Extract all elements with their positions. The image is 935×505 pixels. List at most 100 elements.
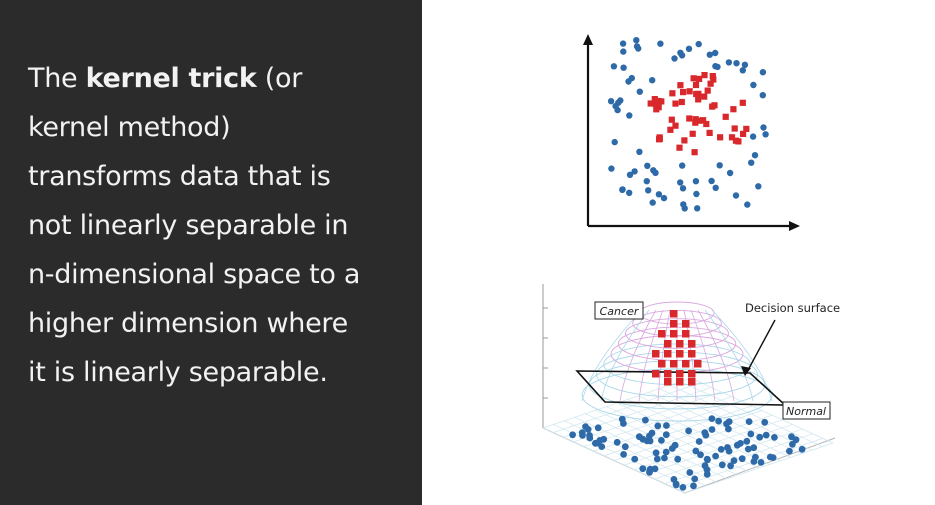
blue-point (677, 179, 684, 186)
normal-point (594, 424, 602, 432)
cancer-point (676, 370, 684, 378)
normal-point (600, 435, 608, 443)
blue-point (636, 148, 643, 155)
normal-point (652, 449, 660, 457)
red-point (672, 122, 679, 129)
blue-point (712, 63, 719, 70)
red-point (692, 81, 700, 89)
cancer-point (652, 370, 660, 378)
normal-point (730, 457, 738, 464)
bump-mesh (581, 301, 773, 422)
bump-meridian (697, 309, 735, 402)
red-point (704, 87, 711, 94)
cancer-point (676, 378, 684, 386)
normal-point (725, 447, 733, 455)
normal-point (685, 427, 692, 435)
cancer-label: Cancer (600, 305, 640, 318)
red-point (701, 93, 708, 100)
blue-point (744, 201, 751, 208)
red-point (669, 90, 676, 97)
mesh-line (690, 377, 834, 444)
normal-point (708, 415, 716, 422)
normal-point (658, 437, 665, 444)
cancer-point (664, 340, 672, 348)
blue-point (712, 49, 719, 57)
blue-point (608, 165, 615, 172)
cancer-point (658, 360, 666, 368)
bump-meridian (657, 309, 671, 402)
cancer-points-group (652, 310, 702, 386)
red-point (686, 115, 693, 122)
mesh-line (542, 427, 686, 494)
normal-point (769, 454, 777, 461)
axis-ticks (543, 307, 548, 399)
normal-point (639, 465, 647, 473)
normal-point (771, 434, 778, 441)
blue-point (716, 162, 723, 169)
red-point (728, 134, 736, 141)
normal-point (798, 445, 806, 453)
normal-point (631, 455, 639, 463)
decision-surface-diagram: Cancer Decision surface Normal (542, 284, 840, 494)
blue-point (660, 194, 668, 202)
cancer-point (670, 360, 678, 368)
red-point (647, 100, 654, 107)
normal-point (757, 459, 765, 466)
red-points-group (647, 72, 750, 156)
normal-point (663, 422, 670, 429)
axes (583, 34, 800, 231)
normal-point (620, 451, 627, 458)
text-line-2: kernel method) (28, 112, 231, 143)
y-axis-arrow-icon (583, 34, 593, 45)
normal-point (654, 422, 662, 430)
red-point (658, 98, 665, 105)
normal-point (761, 418, 769, 426)
blue-point (610, 63, 618, 70)
cancer-point (670, 330, 678, 338)
text-line-1-pre: The (28, 63, 86, 94)
red-point (717, 134, 724, 141)
cancer-point (658, 330, 666, 338)
normal-point (672, 481, 680, 489)
normal-point (745, 418, 753, 425)
normal-point (738, 455, 746, 463)
blue-point (708, 177, 715, 185)
blue-point (681, 205, 688, 212)
red-point (693, 90, 700, 98)
x-axis-arrow-icon (789, 221, 800, 231)
blue-point (725, 59, 733, 66)
normal-point (725, 418, 733, 425)
cancer-point (664, 378, 672, 386)
text-line-3: transforms data that is (28, 161, 331, 192)
normal-point (653, 455, 661, 463)
normal-point (674, 455, 682, 463)
blue-point (626, 112, 633, 119)
red-point (681, 137, 688, 144)
mesh-line (680, 381, 823, 447)
cancer-point (652, 350, 660, 358)
red-point (735, 138, 742, 145)
normal-point (679, 484, 687, 491)
blue-point (733, 60, 740, 67)
red-point (667, 126, 674, 133)
normal-point (786, 447, 793, 455)
bump-meridian (619, 309, 657, 402)
normal-point (712, 452, 719, 460)
red-point (692, 119, 699, 126)
red-point (696, 117, 703, 124)
blue-point (611, 138, 618, 146)
blue-point (626, 189, 633, 196)
blue-point (750, 81, 757, 89)
normal-point (620, 420, 627, 427)
normal-point (639, 435, 647, 443)
blue-point (677, 49, 684, 56)
mesh-line (627, 399, 770, 465)
blue-point (762, 131, 769, 138)
red-point (668, 116, 675, 123)
blue-point (633, 37, 640, 44)
normal-point (686, 469, 694, 476)
normal-point (592, 439, 599, 447)
blue-point (633, 43, 641, 50)
red-point (686, 88, 693, 95)
blue-point (732, 192, 740, 199)
